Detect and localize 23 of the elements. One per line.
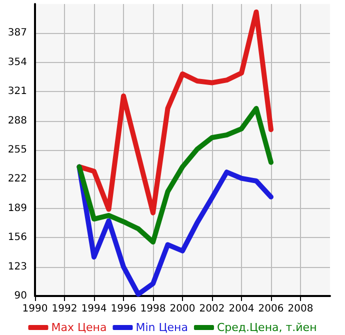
y-tick-label: 321	[8, 86, 27, 98]
x-tick-label: 1996	[110, 304, 136, 314]
y-tick-label: 387	[8, 28, 27, 39]
x-tick-label: 2002	[199, 304, 225, 314]
x-tick-label: 1992	[52, 304, 78, 314]
legend-label: Min Цена	[136, 321, 188, 334]
x-tick-label: 2008	[288, 304, 314, 314]
x-tick-label: 2006	[258, 304, 284, 314]
y-tick-label: 156	[8, 232, 27, 244]
x-tick-label: 2000	[170, 304, 196, 314]
x-tick-label: 2004	[228, 304, 254, 314]
x-tick-label: 1990	[22, 304, 48, 314]
y-tick-label: 255	[8, 144, 27, 156]
y-tick-label: 189	[8, 202, 27, 214]
y-tick-label: 354	[8, 56, 27, 68]
y-tick-label: 90	[14, 290, 27, 302]
y-tick-label: 288	[8, 115, 27, 126]
x-tick-label: 1994	[81, 304, 107, 314]
x-tick-label: 1998	[140, 304, 166, 314]
legend-label: Сред.Цена, т.йен	[216, 321, 317, 334]
legend-label: Max Цена	[51, 321, 107, 334]
y-tick-label: 123	[8, 261, 27, 272]
y-tick-label: 222	[8, 174, 27, 185]
